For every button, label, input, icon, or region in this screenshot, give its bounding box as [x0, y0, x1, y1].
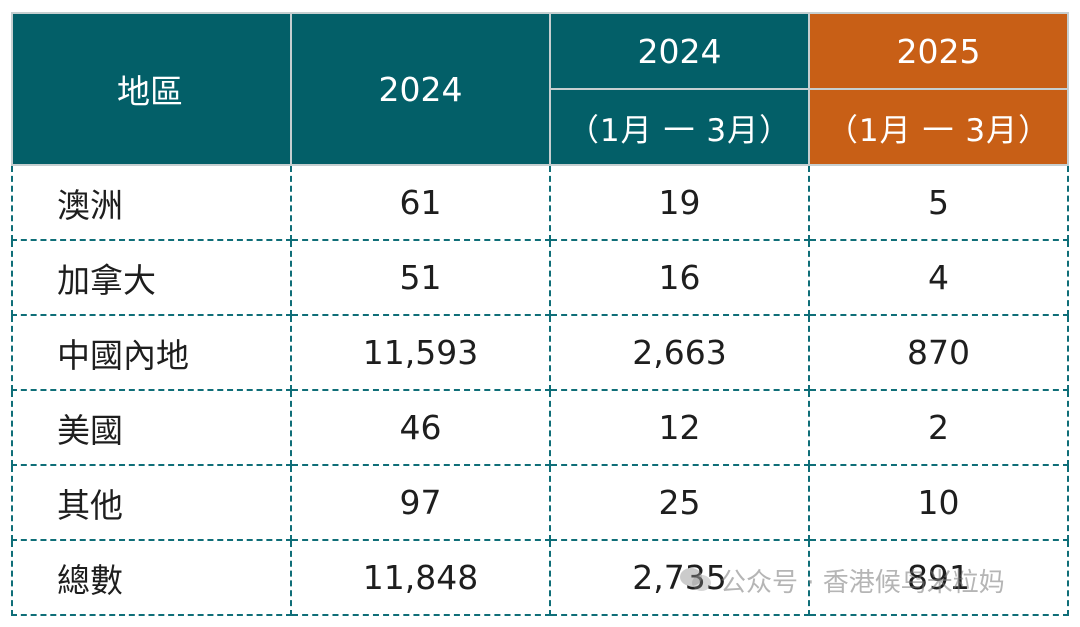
cell-full-2024: 51 — [290, 239, 551, 316]
header-year-2024: 2024 — [290, 12, 551, 166]
table-row: 其他 97 25 10 — [11, 464, 1069, 541]
cell-full-2024: 61 — [290, 164, 551, 241]
cell-q1-2025: 2 — [808, 389, 1069, 466]
cell-region: 其他 — [11, 464, 292, 541]
cell-full-2024: 46 — [290, 389, 551, 466]
cell-full-2024: 11,848 — [290, 539, 551, 616]
header-period2-year: 2025 — [808, 12, 1069, 90]
cell-q1-2024: 2,663 — [549, 314, 810, 391]
cell-q1-2024: 16 — [549, 239, 810, 316]
header-region: 地區 — [11, 12, 292, 166]
cell-region: 中國內地 — [11, 314, 292, 391]
cell-region: 總數 — [11, 539, 292, 616]
cell-full-2024: 97 — [290, 464, 551, 541]
header-period2-range: （1月 一 3月） — [808, 88, 1069, 166]
cell-region: 美國 — [11, 389, 292, 466]
cell-q1-2025: 5 — [808, 164, 1069, 241]
cell-region: 澳洲 — [11, 164, 292, 241]
table-row: 加拿大 51 16 4 — [11, 239, 1069, 316]
cell-q1-2024: 19 — [549, 164, 810, 241]
table-row: 中國內地 11,593 2,663 870 — [11, 314, 1069, 391]
cell-q1-2024: 12 — [549, 389, 810, 466]
cell-q1-2025: 10 — [808, 464, 1069, 541]
cell-region: 加拿大 — [11, 239, 292, 316]
cell-q1-2024: 2,735 — [549, 539, 810, 616]
table-row-total: 總數 11,848 2,735 891 — [11, 539, 1069, 616]
cell-q1-2025: 870 — [808, 314, 1069, 391]
cell-full-2024: 11,593 — [290, 314, 551, 391]
header-period1-year: 2024 — [549, 12, 810, 90]
table-row: 澳洲 61 19 5 — [11, 164, 1069, 241]
statistics-table: 地區 2024 2024 2025 （1月 一 3月） （1月 一 3月） 澳洲… — [11, 12, 1069, 616]
header-period1-range: （1月 一 3月） — [549, 88, 810, 166]
cell-q1-2025: 891 — [808, 539, 1069, 616]
cell-q1-2024: 25 — [549, 464, 810, 541]
table-row: 美國 46 12 2 — [11, 389, 1069, 466]
cell-q1-2025: 4 — [808, 239, 1069, 316]
statistics-table-container: 地區 2024 2024 2025 （1月 一 3月） （1月 一 3月） 澳洲… — [11, 12, 1069, 616]
